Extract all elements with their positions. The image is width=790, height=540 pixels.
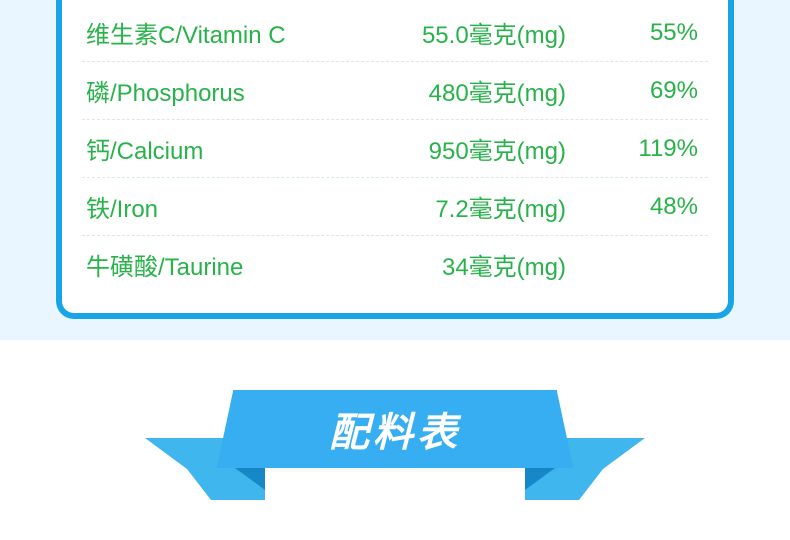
- nutrient-label: 钙/Calcium: [86, 131, 386, 166]
- nutrient-amount: 34毫克(mg): [386, 247, 566, 282]
- ribbon-center: 配料表: [233, 390, 557, 468]
- nutrient-label: 牛磺酸/Taurine: [86, 247, 386, 282]
- upper-panel: 维生素C/Vitamin C 55.0毫克(mg) 55% 磷/Phosphor…: [0, 0, 790, 340]
- table-row: 磷/Phosphorus 480毫克(mg) 69%: [82, 62, 708, 120]
- nutrient-amount: 55.0毫克(mg): [386, 15, 566, 50]
- nutrient-label: 铁/Iron: [86, 189, 386, 224]
- nutrient-percent: 55%: [566, 19, 704, 47]
- nutrient-amount: 480毫克(mg): [386, 73, 566, 108]
- nutrient-percent: 119%: [566, 135, 704, 163]
- ribbon-right-fold: [525, 468, 555, 490]
- nutrient-amount: 950毫克(mg): [386, 131, 566, 166]
- nutrition-table: 维生素C/Vitamin C 55.0毫克(mg) 55% 磷/Phosphor…: [56, 0, 734, 319]
- section-ribbon: 配料表: [145, 380, 645, 510]
- nutrient-label: 磷/Phosphorus: [86, 73, 386, 108]
- table-row: 钙/Calcium 950毫克(mg) 119%: [82, 120, 708, 178]
- nutrient-label: 维生素C/Vitamin C: [86, 15, 386, 50]
- nutrient-amount: 7.2毫克(mg): [386, 189, 566, 224]
- table-row: 维生素C/Vitamin C 55.0毫克(mg) 55%: [82, 4, 708, 62]
- ribbon-left-fold: [235, 468, 265, 490]
- nutrient-percent: 48%: [566, 193, 704, 221]
- lower-panel: 配料表: [0, 340, 790, 540]
- section-title: 配料表: [329, 400, 461, 458]
- nutrient-percent: 69%: [566, 77, 704, 105]
- table-row: 铁/Iron 7.2毫克(mg) 48%: [82, 178, 708, 236]
- table-row: 牛磺酸/Taurine 34毫克(mg): [82, 236, 708, 293]
